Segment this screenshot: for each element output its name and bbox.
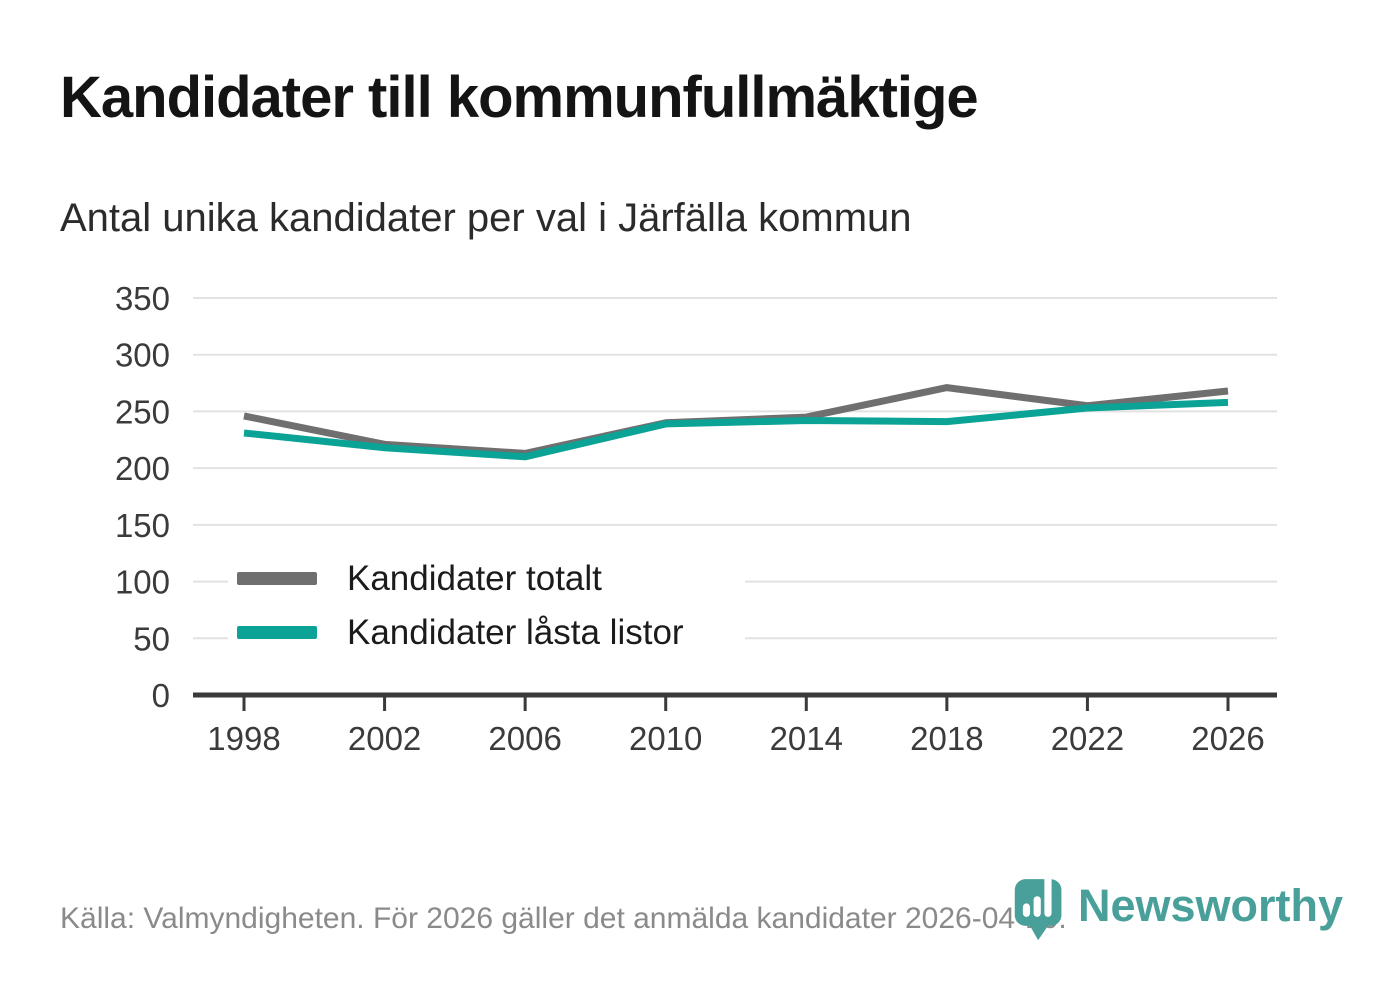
x-axis-labels: 1998 2002 2006 2010 2014 2018 2022 2026 bbox=[207, 720, 1264, 757]
legend-item-total: Kandidater totalt bbox=[237, 554, 745, 602]
x-axis-ticks bbox=[242, 697, 1230, 711]
x-tick-label: 2022 bbox=[1051, 720, 1124, 757]
x-tick-label: 2010 bbox=[629, 720, 702, 757]
logo-bar-1 bbox=[1022, 903, 1031, 917]
x-tick-label: 2014 bbox=[770, 720, 843, 757]
logo-bar-3 bbox=[1044, 873, 1052, 917]
y-axis-labels: 0 50 100 150 200 250 300 350 bbox=[115, 280, 170, 714]
y-tick-label: 100 bbox=[115, 564, 170, 601]
y-tick-label: 300 bbox=[115, 337, 170, 374]
logo-bar-2 bbox=[1033, 896, 1041, 917]
x-tick-label: 2018 bbox=[910, 720, 983, 757]
legend-item-locked: Kandidater låsta listor bbox=[237, 608, 745, 656]
x-tick-label: 2002 bbox=[348, 720, 421, 757]
y-tick-label: 250 bbox=[115, 393, 170, 430]
source-note: Källa: Valmyndigheten. För 2026 gäller d… bbox=[60, 902, 1067, 935]
y-tick-label: 150 bbox=[115, 507, 170, 544]
y-tick-label: 0 bbox=[152, 677, 170, 714]
y-tick-label: 350 bbox=[115, 280, 170, 317]
chart-subtitle: Antal unika kandidater per val i Järfäll… bbox=[60, 196, 912, 240]
legend-label-locked: Kandidater låsta listor bbox=[347, 612, 684, 652]
y-tick-label: 200 bbox=[115, 450, 170, 487]
legend: Kandidater totalt Kandidater låsta listo… bbox=[228, 552, 745, 660]
newsworthy-logo-icon bbox=[1014, 873, 1062, 941]
legend-swatch-locked bbox=[237, 625, 317, 639]
page-title: Kandidater till kommunfullmäktige bbox=[60, 65, 979, 130]
x-tick-label: 2026 bbox=[1191, 720, 1264, 757]
newsworthy-wordmark: Newsworthy bbox=[1078, 880, 1344, 931]
x-tick-label: 2006 bbox=[488, 720, 561, 757]
x-tick-label: 1998 bbox=[207, 720, 280, 757]
series-line-locked bbox=[243, 398, 1229, 461]
legend-swatch-total bbox=[237, 571, 317, 585]
legend-label-total: Kandidater totalt bbox=[347, 558, 602, 598]
y-tick-label: 50 bbox=[133, 620, 170, 657]
